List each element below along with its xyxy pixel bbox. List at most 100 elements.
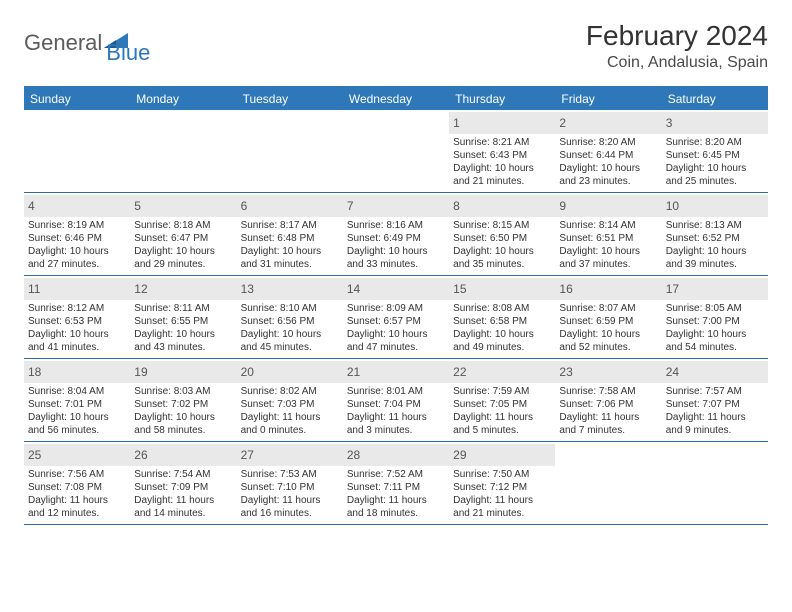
- day-cell: 16Sunrise: 8:07 AMSunset: 6:59 PMDayligh…: [555, 276, 661, 358]
- sunset-value: 6:58 PM: [490, 316, 527, 327]
- day-number: 3: [666, 116, 673, 130]
- day-number-bar: 2: [555, 112, 661, 134]
- sunset-line: Sunset: 7:11 PM: [347, 481, 445, 494]
- day-info: Sunrise: 7:59 AMSunset: 7:05 PMDaylight:…: [453, 385, 551, 437]
- day-number: 24: [666, 365, 679, 379]
- sunrise-line: Sunrise: 7:57 AM: [666, 385, 764, 398]
- month-title: February 2024: [586, 20, 768, 52]
- day-cell: 3 Sunrise: 8:20 AMSunset: 6:45 PMDaylight…: [662, 110, 768, 192]
- sunset-line: Sunset: 6:45 PM: [666, 149, 764, 162]
- sunrise-line: Sunrise: 7:58 AM: [559, 385, 657, 398]
- day-info: Sunrise: 7:54 AMSunset: 7:09 PMDaylight:…: [134, 468, 232, 520]
- sunrise-line: Sunrise: 8:09 AM: [347, 302, 445, 315]
- sunset-line: Sunset: 7:12 PM: [453, 481, 551, 494]
- day-cell: [24, 110, 130, 192]
- day-number: 6: [241, 199, 248, 213]
- day-cell: 7Sunrise: 8:16 AMSunset: 6:49 PMDaylight…: [343, 193, 449, 275]
- sunset-value: 6:44 PM: [596, 150, 633, 161]
- daylight-value: 11 hours and 5 minutes.: [453, 412, 533, 436]
- day-number-bar: 19: [130, 361, 236, 383]
- dow-tuesday: Tuesday: [237, 88, 343, 110]
- daylight-value: 11 hours and 16 minutes.: [241, 495, 321, 519]
- sunrise-line: Sunrise: 7:53 AM: [241, 468, 339, 481]
- title-block: February 2024 Coin, Andalusia, Spain: [586, 20, 768, 72]
- sunset-value: 6:56 PM: [277, 316, 314, 327]
- sunset-value: 7:07 PM: [702, 399, 739, 410]
- sunrise-value: 8:10 AM: [280, 303, 317, 314]
- daylight-value: 10 hours and 43 minutes.: [134, 329, 215, 353]
- calendar-page: General Blue February 2024 Coin, Andalus…: [0, 0, 792, 545]
- sunset-value: 6:47 PM: [171, 233, 208, 244]
- sunrise-line: Sunrise: 8:18 AM: [134, 219, 232, 232]
- day-info: Sunrise: 8:12 AMSunset: 6:53 PMDaylight:…: [28, 302, 126, 354]
- day-info: Sunrise: 7:52 AMSunset: 7:11 PMDaylight:…: [347, 468, 445, 520]
- day-number: 18: [28, 365, 41, 379]
- day-number-bar: 18: [24, 361, 130, 383]
- daylight-value: 10 hours and 25 minutes.: [666, 163, 747, 187]
- sunset-line: Sunset: 6:52 PM: [666, 232, 764, 245]
- sunset-value: 6:53 PM: [65, 316, 102, 327]
- week-row: 1Sunrise: 8:21 AMSunset: 6:43 PMDaylight…: [24, 110, 768, 193]
- page-header: General Blue February 2024 Coin, Andalus…: [24, 20, 768, 72]
- day-cell: 28Sunrise: 7:52 AMSunset: 7:11 PMDayligh…: [343, 442, 449, 524]
- sunrise-line: Sunrise: 7:52 AM: [347, 468, 445, 481]
- day-number: 25: [28, 448, 41, 462]
- sunrise-line: Sunrise: 8:20 AM: [666, 136, 764, 149]
- day-cell: 4Sunrise: 8:19 AMSunset: 6:46 PMDaylight…: [24, 193, 130, 275]
- sunrise-line: Sunrise: 8:01 AM: [347, 385, 445, 398]
- dow-sunday: Sunday: [24, 88, 130, 110]
- dow-wednesday: Wednesday: [343, 88, 449, 110]
- dow-monday: Monday: [130, 88, 236, 110]
- sunrise-line: Sunrise: 7:54 AM: [134, 468, 232, 481]
- day-info: Sunrise: 8:11 AMSunset: 6:55 PMDaylight:…: [134, 302, 232, 354]
- sunset-line: Sunset: 7:05 PM: [453, 398, 551, 411]
- day-info: Sunrise: 8:21 AMSunset: 6:43 PMDaylight:…: [453, 136, 551, 188]
- weeks-container: 1Sunrise: 8:21 AMSunset: 6:43 PMDaylight…: [24, 110, 768, 525]
- day-info: Sunrise: 8:05 AMSunset: 7:00 PMDaylight:…: [666, 302, 764, 354]
- day-cell: 19Sunrise: 8:03 AMSunset: 7:02 PMDayligh…: [130, 359, 236, 441]
- sunset-value: 7:02 PM: [171, 399, 208, 410]
- day-number: 23: [559, 365, 572, 379]
- day-number-bar: 11: [24, 278, 130, 300]
- sunset-line: Sunset: 6:56 PM: [241, 315, 339, 328]
- sunset-value: 6:43 PM: [490, 150, 527, 161]
- day-number: 8: [453, 199, 460, 213]
- sunrise-line: Sunrise: 8:04 AM: [28, 385, 126, 398]
- sunset-value: 6:57 PM: [384, 316, 421, 327]
- day-number-bar: 22: [449, 361, 555, 383]
- daylight-line: Daylight: 10 hours and 31 minutes.: [241, 245, 339, 271]
- day-cell: 11Sunrise: 8:12 AMSunset: 6:53 PMDayligh…: [24, 276, 130, 358]
- day-cell: 26Sunrise: 7:54 AMSunset: 7:09 PMDayligh…: [130, 442, 236, 524]
- sunrise-value: 7:53 AM: [280, 469, 317, 480]
- day-number-bar: 4: [24, 195, 130, 217]
- day-number: 13: [241, 282, 254, 296]
- sunset-line: Sunset: 6:50 PM: [453, 232, 551, 245]
- sunrise-value: 8:12 AM: [67, 303, 104, 314]
- daylight-line: Daylight: 11 hours and 9 minutes.: [666, 411, 764, 437]
- day-number-bar: 17: [662, 278, 768, 300]
- sunrise-value: 8:07 AM: [599, 303, 636, 314]
- day-number: 12: [134, 282, 147, 296]
- dow-saturday: Saturday: [662, 88, 768, 110]
- sunset-value: 7:04 PM: [384, 399, 421, 410]
- sunset-line: Sunset: 7:01 PM: [28, 398, 126, 411]
- day-info: Sunrise: 8:15 AMSunset: 6:50 PMDaylight:…: [453, 219, 551, 271]
- dow-thursday: Thursday: [449, 88, 555, 110]
- sunrise-value: 8:02 AM: [280, 386, 317, 397]
- sunrise-value: 8:05 AM: [705, 303, 742, 314]
- daylight-value: 11 hours and 9 minutes.: [666, 412, 746, 436]
- day-info: Sunrise: 8:08 AMSunset: 6:58 PMDaylight:…: [453, 302, 551, 354]
- day-info: Sunrise: 8:20 AMSunset: 6:45 PMDaylight:…: [666, 136, 764, 188]
- sunrise-line: Sunrise: 8:14 AM: [559, 219, 657, 232]
- sunrise-line: Sunrise: 7:59 AM: [453, 385, 551, 398]
- sunset-value: 6:48 PM: [277, 233, 314, 244]
- daylight-line: Daylight: 10 hours and 45 minutes.: [241, 328, 339, 354]
- sunrise-value: 8:11 AM: [174, 303, 210, 314]
- sunset-value: 7:08 PM: [65, 482, 102, 493]
- daylight-value: 11 hours and 14 minutes.: [134, 495, 214, 519]
- daylight-value: 10 hours and 29 minutes.: [134, 246, 215, 270]
- daylight-value: 10 hours and 31 minutes.: [241, 246, 322, 270]
- day-of-week-header: Sunday Monday Tuesday Wednesday Thursday…: [24, 88, 768, 110]
- week-row: 18 Sunrise: 8:04 AMSunset: 7:01 PM Dayligh…: [24, 359, 768, 442]
- day-info: Sunrise: 7:58 AMSunset: 7:06 PMDaylight:…: [559, 385, 657, 437]
